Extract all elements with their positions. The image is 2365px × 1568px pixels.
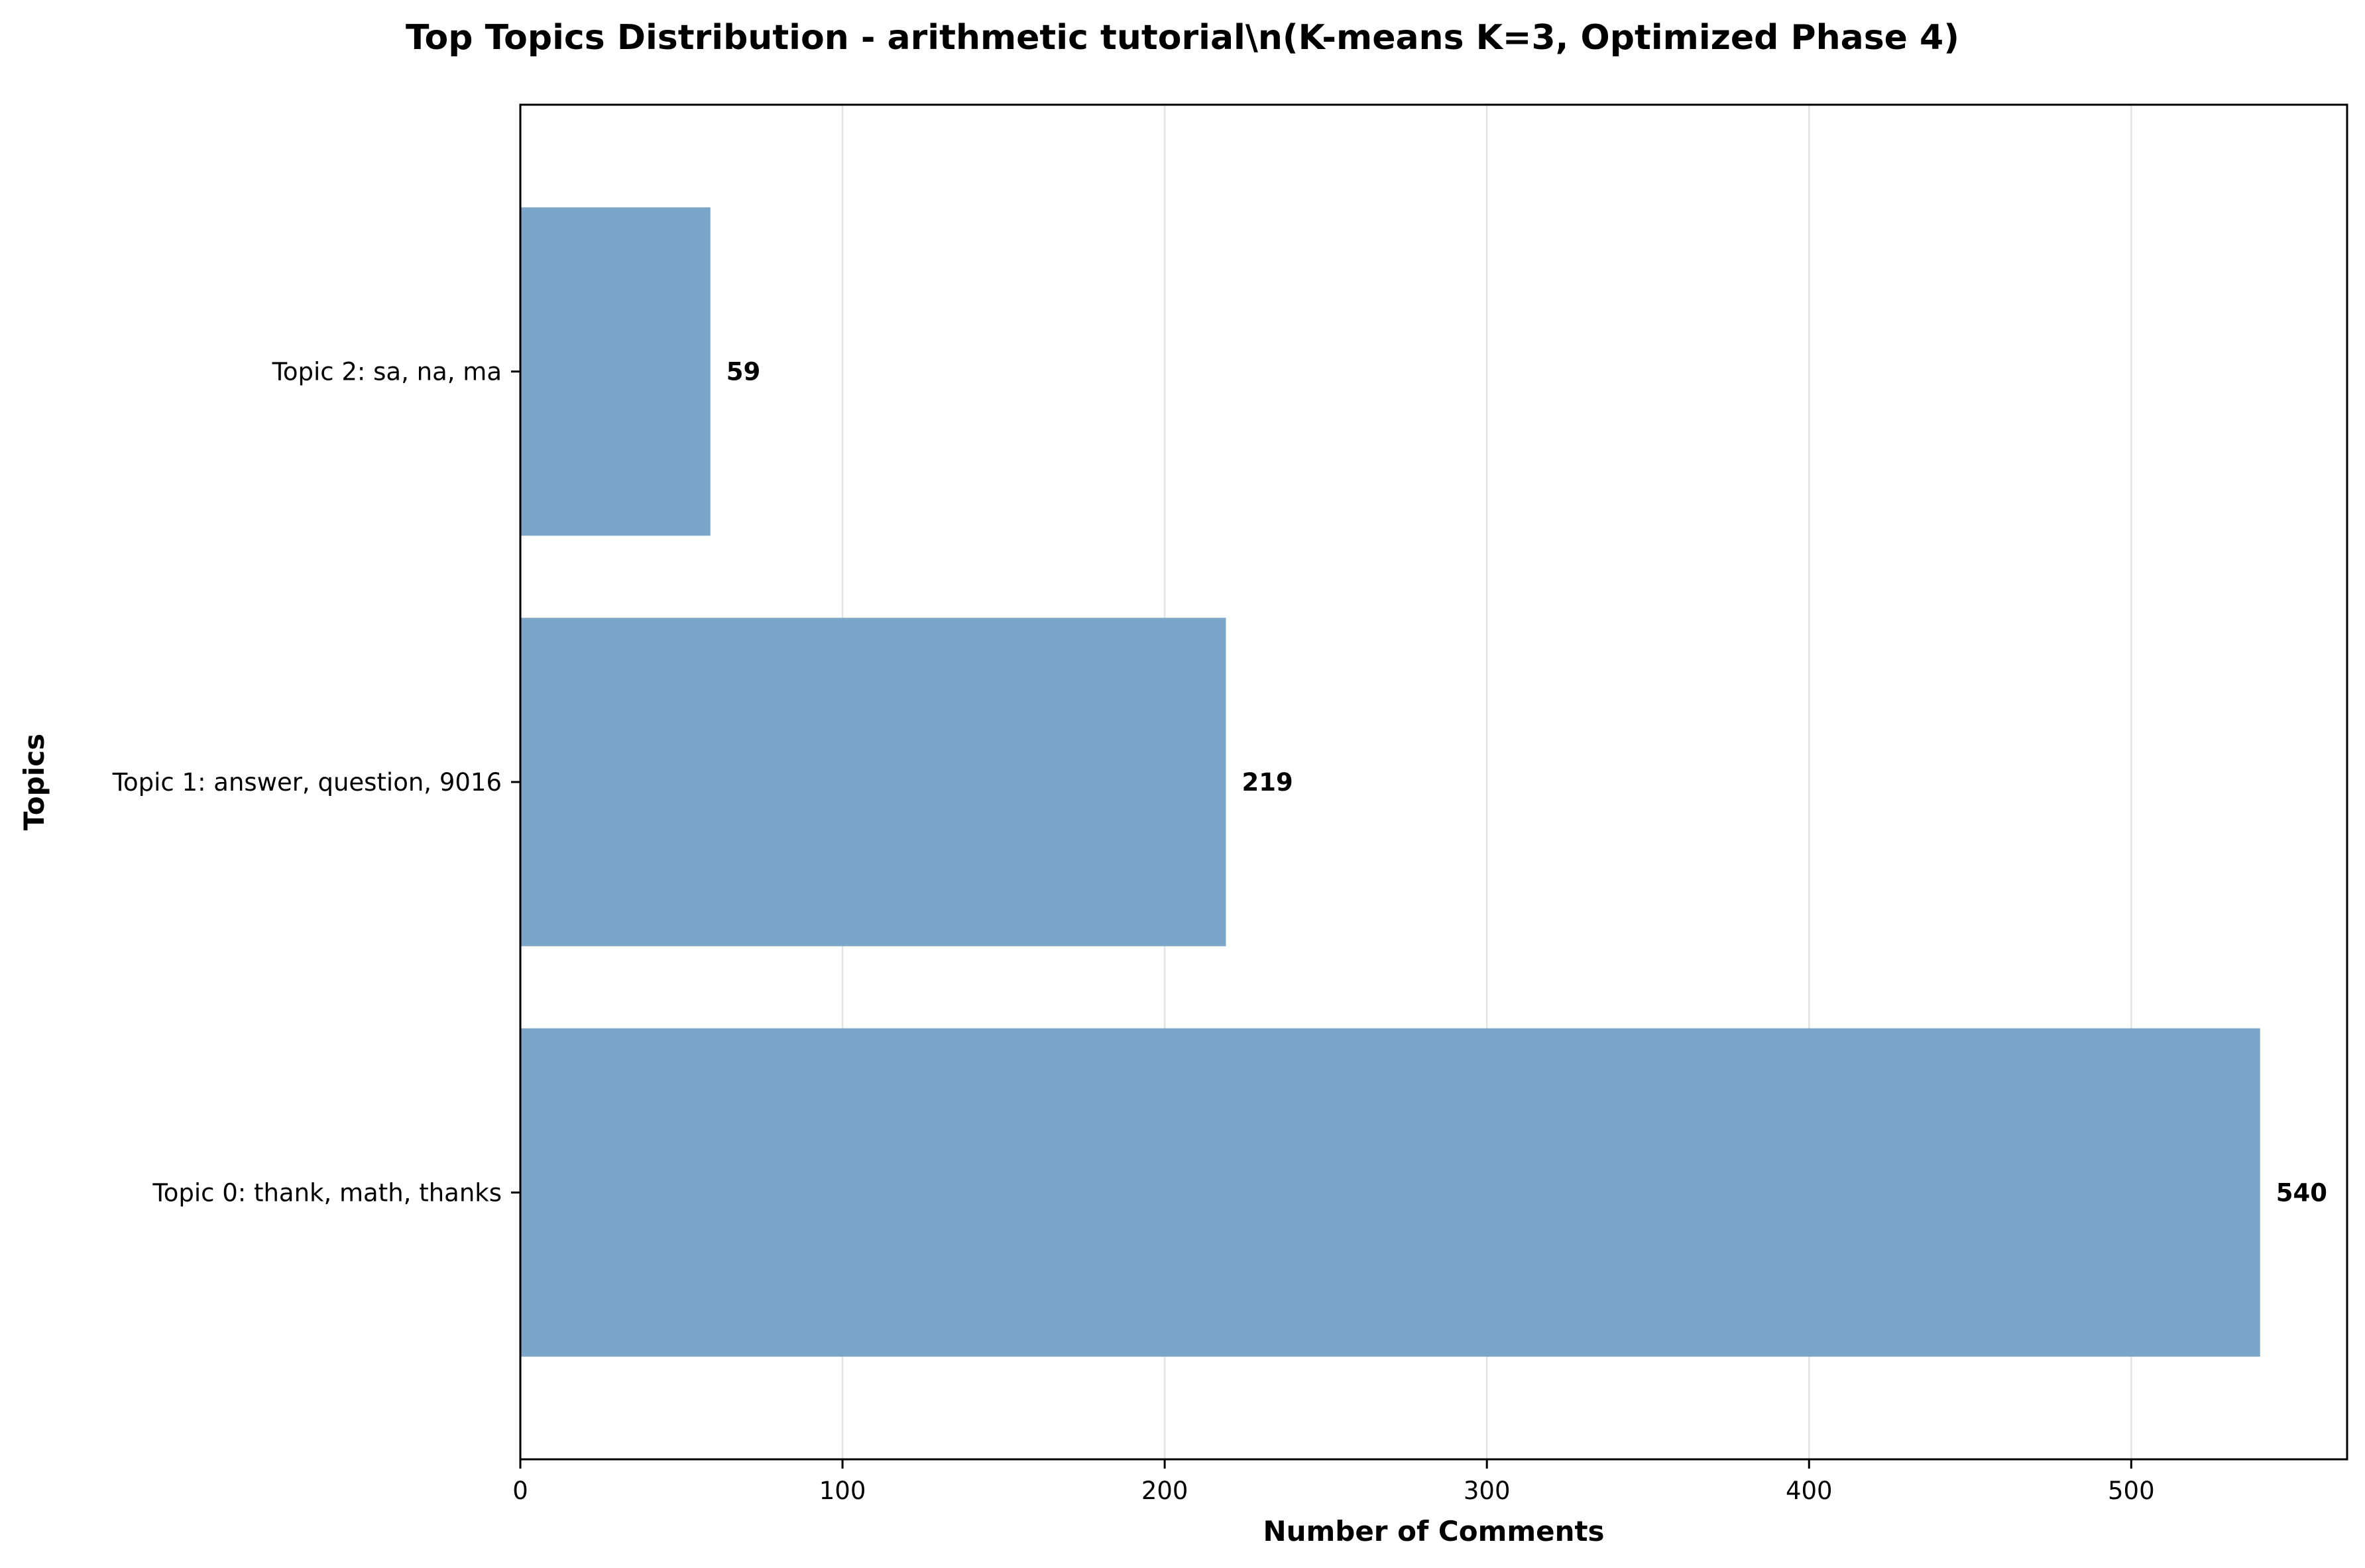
data-label-1: 219 — [1241, 768, 1293, 797]
x-tick-label-4: 400 — [1786, 1477, 1833, 1505]
data-label-2: 59 — [726, 358, 761, 386]
data-labels: 540 219 59 — [726, 358, 2327, 1207]
x-tick-label-3: 300 — [1464, 1477, 1511, 1505]
bar-0 — [520, 1028, 2260, 1357]
y-tick-label-1: Topic 1: answer, question, 9016 — [112, 768, 502, 797]
y-tick-label-0: Topic 0: thank, math, thanks — [152, 1178, 502, 1207]
x-tick-label-1: 100 — [819, 1477, 866, 1505]
y-tick-label-2: Topic 2: sa, na, ma — [272, 358, 502, 386]
data-label-0: 540 — [2276, 1178, 2327, 1207]
x-tick-label-2: 200 — [1141, 1477, 1188, 1505]
x-axis-ticks: 0 100 200 300 400 500 — [512, 1459, 2155, 1505]
bar-1 — [520, 618, 1226, 946]
bar-2 — [520, 207, 711, 536]
x-tick-label-5: 500 — [2108, 1477, 2155, 1505]
chart-title: Top Topics Distribution - arithmetic tut… — [406, 18, 1959, 58]
bars — [520, 207, 2260, 1357]
x-tick-label-0: 0 — [512, 1477, 528, 1505]
x-axis-label: Number of Comments — [1263, 1515, 1604, 1547]
y-axis-label: Topics — [18, 734, 50, 830]
y-axis-ticks: Topic 0: thank, math, thanks Topic 1: ans… — [112, 358, 520, 1207]
